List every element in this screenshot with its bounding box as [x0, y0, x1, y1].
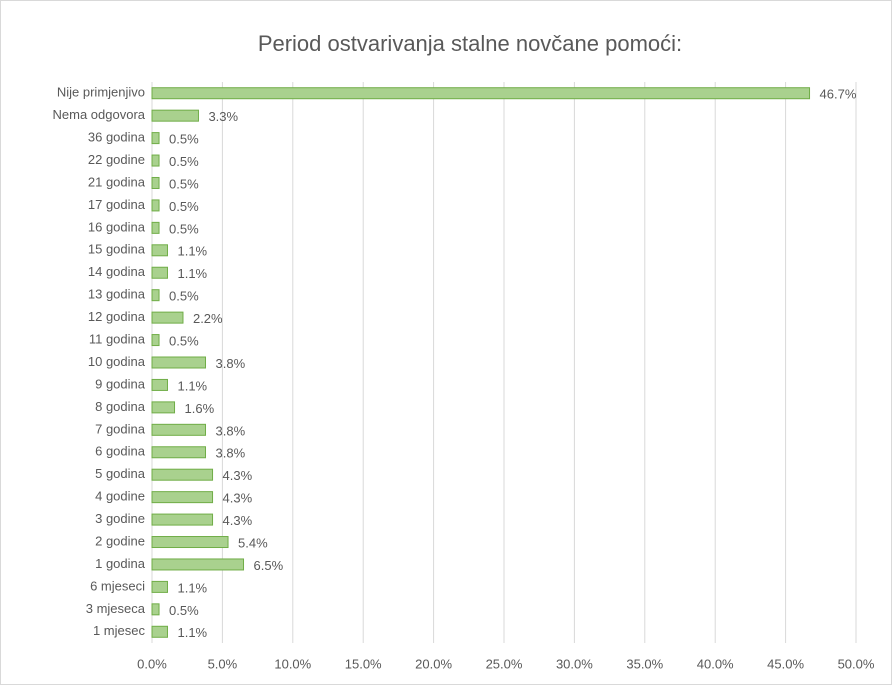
- data-label: 1.1%: [177, 580, 207, 595]
- x-tick-label: 15.0%: [345, 656, 382, 671]
- x-tick-label: 30.0%: [556, 656, 593, 671]
- bar: [151, 401, 176, 414]
- y-tick-label: 7 godina: [95, 421, 146, 436]
- x-tick-label: 45.0%: [767, 656, 804, 671]
- bar: [151, 603, 160, 616]
- x-tick-label: 20.0%: [415, 656, 452, 671]
- y-tick-label: 14 godina: [88, 264, 146, 279]
- x-tick-label: 50.0%: [838, 656, 875, 671]
- data-label: 0.5%: [169, 603, 199, 618]
- y-tick-label: 10 godina: [88, 354, 146, 369]
- bar: [151, 513, 214, 526]
- y-tick-label: 13 godina: [88, 287, 146, 302]
- bar: [151, 580, 168, 593]
- data-label: 2.2%: [193, 311, 223, 326]
- data-label: 1.1%: [177, 378, 207, 393]
- data-label: 0.5%: [169, 333, 199, 348]
- bar: [151, 491, 214, 504]
- y-tick-label: 1 godina: [95, 556, 146, 571]
- y-tick-label: 22 godine: [88, 152, 145, 167]
- data-label: 3.8%: [216, 446, 246, 461]
- y-tick-label: 16 godina: [88, 219, 146, 234]
- y-tick-label: 17 godina: [88, 197, 146, 212]
- data-label: 4.3%: [223, 491, 253, 506]
- data-label: 0.5%: [169, 132, 199, 147]
- data-label: 0.5%: [169, 199, 199, 214]
- data-label: 0.5%: [169, 289, 199, 304]
- y-tick-label: 6 godina: [95, 444, 146, 459]
- x-tick-label: 35.0%: [626, 656, 663, 671]
- y-tick-label: Nije primjenjivo: [57, 85, 145, 100]
- data-label: 1.1%: [177, 625, 207, 640]
- bar: [151, 536, 229, 549]
- bar: [151, 176, 160, 189]
- y-tick-label: 3 godine: [95, 511, 145, 526]
- bar: [151, 132, 160, 145]
- data-label: 5.4%: [238, 535, 268, 550]
- bar: [151, 468, 214, 481]
- y-tick-label: 3 mjeseca: [86, 601, 146, 616]
- y-tick-label: Nema odgovora: [53, 107, 146, 122]
- bar: [151, 266, 168, 279]
- bar: [151, 311, 184, 324]
- data-label: 0.5%: [169, 176, 199, 191]
- bar: [151, 423, 207, 436]
- y-tick-label: 2 godine: [95, 533, 145, 548]
- y-tick-label: 4 godine: [95, 489, 145, 504]
- bar: [151, 199, 160, 212]
- data-label: 4.3%: [223, 468, 253, 483]
- bar: [151, 334, 160, 347]
- bar: [151, 446, 207, 459]
- x-tick-label: 0.0%: [137, 656, 167, 671]
- data-label: 0.5%: [169, 221, 199, 236]
- y-tick-label: 1 mjesec: [93, 623, 146, 638]
- bar: [151, 154, 160, 167]
- data-label: 3.8%: [216, 356, 246, 371]
- bar: [151, 356, 207, 369]
- bar: [151, 221, 160, 234]
- data-label: 0.5%: [169, 154, 199, 169]
- y-tick-label: 6 mjeseci: [90, 578, 145, 593]
- y-tick-label: 12 godina: [88, 309, 146, 324]
- bar: [151, 558, 245, 571]
- y-tick-label: 15 godina: [88, 242, 146, 257]
- bar: [151, 378, 168, 391]
- y-tick-label: 9 godina: [95, 376, 146, 391]
- y-tick-label: 21 godina: [88, 174, 146, 189]
- data-label: 1.1%: [177, 266, 207, 281]
- x-tick-label: 5.0%: [208, 656, 238, 671]
- bar: [151, 625, 168, 638]
- data-label: 1.1%: [177, 244, 207, 259]
- bar: [151, 244, 168, 257]
- x-tick-label: 10.0%: [274, 656, 311, 671]
- y-tick-label: 11 godina: [89, 331, 146, 346]
- y-tick-label: 36 godina: [88, 130, 146, 145]
- chart-title: Period ostvarivanja stalne novčane pomoć…: [258, 31, 682, 56]
- data-label: 1.6%: [185, 401, 215, 416]
- y-tick-label: 8 godina: [95, 399, 146, 414]
- y-tick-label: 5 godina: [95, 466, 146, 481]
- data-label: 46.7%: [820, 87, 857, 102]
- bar: [151, 87, 811, 100]
- data-label: 6.5%: [254, 558, 284, 573]
- bar: [151, 109, 199, 122]
- x-tick-label: 25.0%: [486, 656, 523, 671]
- bar: [151, 289, 160, 302]
- data-label: 3.8%: [216, 423, 246, 438]
- data-label: 4.3%: [223, 513, 253, 528]
- x-tick-label: 40.0%: [697, 656, 734, 671]
- data-label: 3.3%: [208, 109, 238, 124]
